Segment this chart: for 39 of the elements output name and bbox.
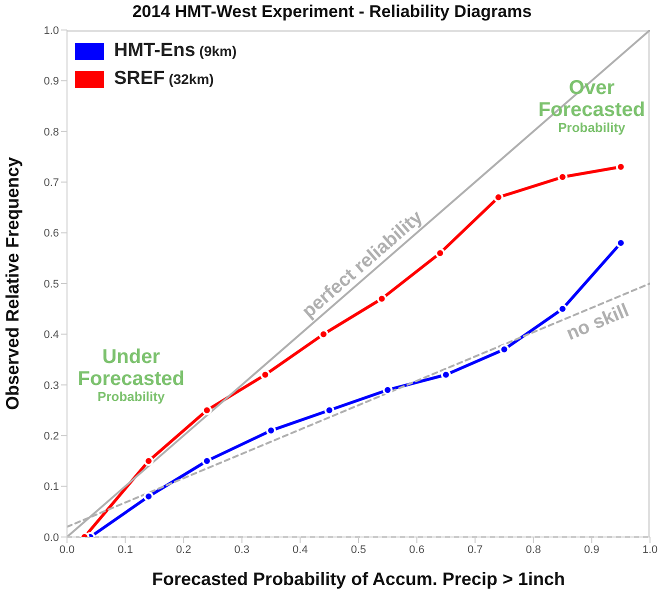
y-tick-label: 0.3	[44, 380, 59, 392]
y-tick-label: 0.2	[44, 430, 59, 443]
point	[558, 304, 568, 314]
point	[435, 248, 446, 258]
y-tick-label: 0.4	[44, 329, 59, 342]
x-tick-label: 0.9	[584, 544, 600, 556]
y-tick-label: 0.1	[44, 481, 59, 494]
y-tick-label: 1.0	[44, 24, 59, 37]
annotation: Over Forecasted Probability	[538, 76, 646, 136]
point	[144, 491, 154, 502]
y-tick-label: 0.6	[44, 228, 59, 240]
legend-label: SREF (32km)	[114, 68, 214, 90]
y-tick-label: 0.9	[44, 76, 59, 88]
chart-title: 2014 HMT-West Experiment - Reliability Diagrams	[131, 2, 533, 22]
point	[260, 370, 270, 380]
y-tick-label: 0.8	[44, 126, 59, 138]
x-tick-label: 1.0	[642, 544, 658, 556]
y-axis-title: Observed Relative Frequency	[2, 156, 22, 410]
annotation: Under Forecasted Probability	[78, 346, 184, 404]
y-tick-label: 0.7	[44, 177, 59, 190]
legend-label: HMT-Ens (9km)	[114, 40, 237, 62]
point	[318, 329, 329, 340]
point	[144, 456, 154, 466]
y-tick-label: 0.5	[44, 278, 59, 290]
point	[376, 294, 387, 304]
x-tick-label: 0.8	[526, 544, 542, 556]
x-tick-label: 0.1	[118, 544, 133, 556]
x-tick-label: 0.3	[234, 544, 250, 556]
x-tick-label: 0.4	[292, 544, 308, 556]
x-tick-label: 0.6	[409, 544, 424, 556]
x-tick-label: 0.2	[176, 544, 192, 556]
point	[202, 405, 212, 416]
x-tick-label: 0.5	[350, 544, 366, 556]
point	[499, 344, 510, 354]
x-tick-label: 0.7	[467, 544, 483, 556]
x-tick-label: 0.0	[59, 544, 75, 556]
text: no skill	[563, 300, 632, 346]
x-axis-title: Forecasted Probability of Accum. Precip > 1inch	[152, 569, 565, 589]
y-tick-label: 0.0	[44, 532, 59, 544]
